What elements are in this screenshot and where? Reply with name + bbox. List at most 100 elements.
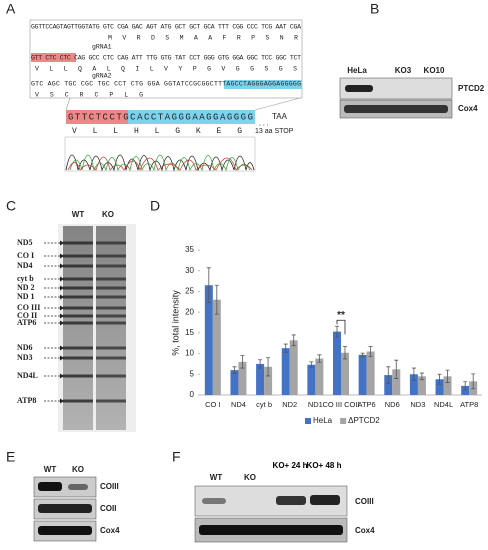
legend-label: HeLa xyxy=(313,416,333,425)
y-tick-label: 0 xyxy=(190,390,195,399)
x-tick-label: ND3 xyxy=(410,400,425,409)
band-label: ATP6 xyxy=(17,318,36,327)
x-tick-label: ND4L xyxy=(434,400,453,409)
lane-label: KO3 xyxy=(395,66,412,75)
x-tick-label: ND2 xyxy=(282,400,297,409)
grna-label: gRNA1 xyxy=(92,44,112,51)
trace xyxy=(65,154,255,172)
gel-band xyxy=(63,264,93,268)
gel-band xyxy=(96,314,126,318)
band xyxy=(68,484,88,490)
gel-band xyxy=(96,277,126,281)
blot-label: Cox4 xyxy=(100,526,120,535)
ellipsis: ... xyxy=(258,121,270,128)
arrowhead xyxy=(60,345,64,351)
sequence-box xyxy=(29,19,303,99)
gel-band xyxy=(63,277,93,281)
bar xyxy=(307,364,316,395)
gel-band xyxy=(63,306,93,310)
bar xyxy=(443,376,452,395)
gel-band xyxy=(63,356,93,360)
bar xyxy=(212,299,221,395)
significance-bracket xyxy=(336,319,346,335)
error-bar xyxy=(309,361,314,369)
band-label: ND 1 xyxy=(17,292,35,301)
bar xyxy=(417,376,426,395)
blot-label: Cox4 xyxy=(458,104,478,113)
lane-label: WT xyxy=(72,210,85,219)
amino-acids: V L L Q A L Q I L V Y P G V G G S G S xyxy=(35,66,297,73)
band xyxy=(199,525,343,535)
highlight xyxy=(224,80,302,89)
panel-letter: F xyxy=(172,449,181,465)
grna-label: gRNA2 xyxy=(92,73,112,80)
band-label: CO III xyxy=(17,303,40,312)
band xyxy=(38,482,62,491)
highlight xyxy=(31,53,76,62)
band-label: cyt b xyxy=(17,274,34,283)
blot xyxy=(339,77,453,100)
gel-band xyxy=(63,254,93,258)
amino-acids: M V R D S M A A F R P S N R xyxy=(108,35,298,42)
lane-label: KO+ 24 h xyxy=(272,461,308,470)
lane-label: KO+ 48 h xyxy=(306,461,342,470)
error-bar xyxy=(214,284,219,315)
mutant-sequence: G T T C T C C T G C A C C T A G G G A A … xyxy=(68,112,253,122)
gel-band xyxy=(96,321,126,325)
bar xyxy=(256,363,265,395)
arrowhead xyxy=(60,355,64,361)
band xyxy=(202,498,226,504)
bar xyxy=(264,366,273,395)
error-bar xyxy=(394,359,399,379)
error-bar xyxy=(360,352,365,357)
gel-band xyxy=(96,286,126,290)
arrowhead xyxy=(60,320,64,326)
error-bar xyxy=(437,373,442,385)
band xyxy=(38,526,92,535)
lane-label: KO xyxy=(72,465,84,474)
bar xyxy=(341,352,349,395)
dna-sequence: GTC AGC TGC CGC TGC CCT CTG GGA GGTATCCG… xyxy=(31,81,301,88)
lane-label-box: KO+ 24 h xyxy=(272,461,308,470)
gel-band xyxy=(96,374,126,378)
gel-band xyxy=(63,321,93,325)
gel-band xyxy=(96,264,126,268)
x-tick-label: CO I xyxy=(205,400,220,409)
gel-band xyxy=(96,356,126,360)
highlight xyxy=(128,110,255,124)
band-label: ND5 xyxy=(17,238,33,247)
y-tick-label: 15 xyxy=(185,328,194,337)
error-bar xyxy=(258,359,263,369)
arrowhead xyxy=(60,294,64,300)
bar-chart: %, total intensity 0 5 10 15 20 25 30 35 CO I ND4… xyxy=(170,245,482,425)
bar xyxy=(392,369,401,395)
band xyxy=(310,495,340,505)
y-tick-label: 20 xyxy=(185,307,194,316)
panel-letter: A xyxy=(6,1,16,17)
legend-swatch xyxy=(340,418,347,424)
bar xyxy=(333,331,341,395)
sequence-panel: GGTTCCAGTAGTTGGTATG GTC CGA GAC AGT ATG … xyxy=(29,19,303,172)
error-bar xyxy=(386,366,391,384)
arrowhead xyxy=(60,263,64,269)
lane-label: KO10 xyxy=(424,66,445,75)
western-blot: HeLa KO3 KO10 PTCD2 Cox4 xyxy=(339,66,485,119)
gel-band xyxy=(96,346,126,350)
band-label: ND4 xyxy=(17,261,33,270)
band xyxy=(344,105,448,113)
stop-codon: TAA xyxy=(272,112,288,121)
error-bar xyxy=(206,267,211,304)
error-bar xyxy=(463,381,468,391)
bar xyxy=(230,370,239,395)
panel-letter: C xyxy=(6,198,16,214)
y-tick-label: 25 xyxy=(185,287,194,296)
legend-swatch xyxy=(305,418,311,424)
lane-label: WT xyxy=(210,473,223,482)
band-label: ATP8 xyxy=(17,396,36,405)
lane-label-box: KO+ 48 h xyxy=(306,461,342,470)
error-bar xyxy=(266,357,271,377)
panel-letter: E xyxy=(6,449,15,465)
lane-label: KO xyxy=(102,210,114,219)
lane xyxy=(96,226,126,430)
